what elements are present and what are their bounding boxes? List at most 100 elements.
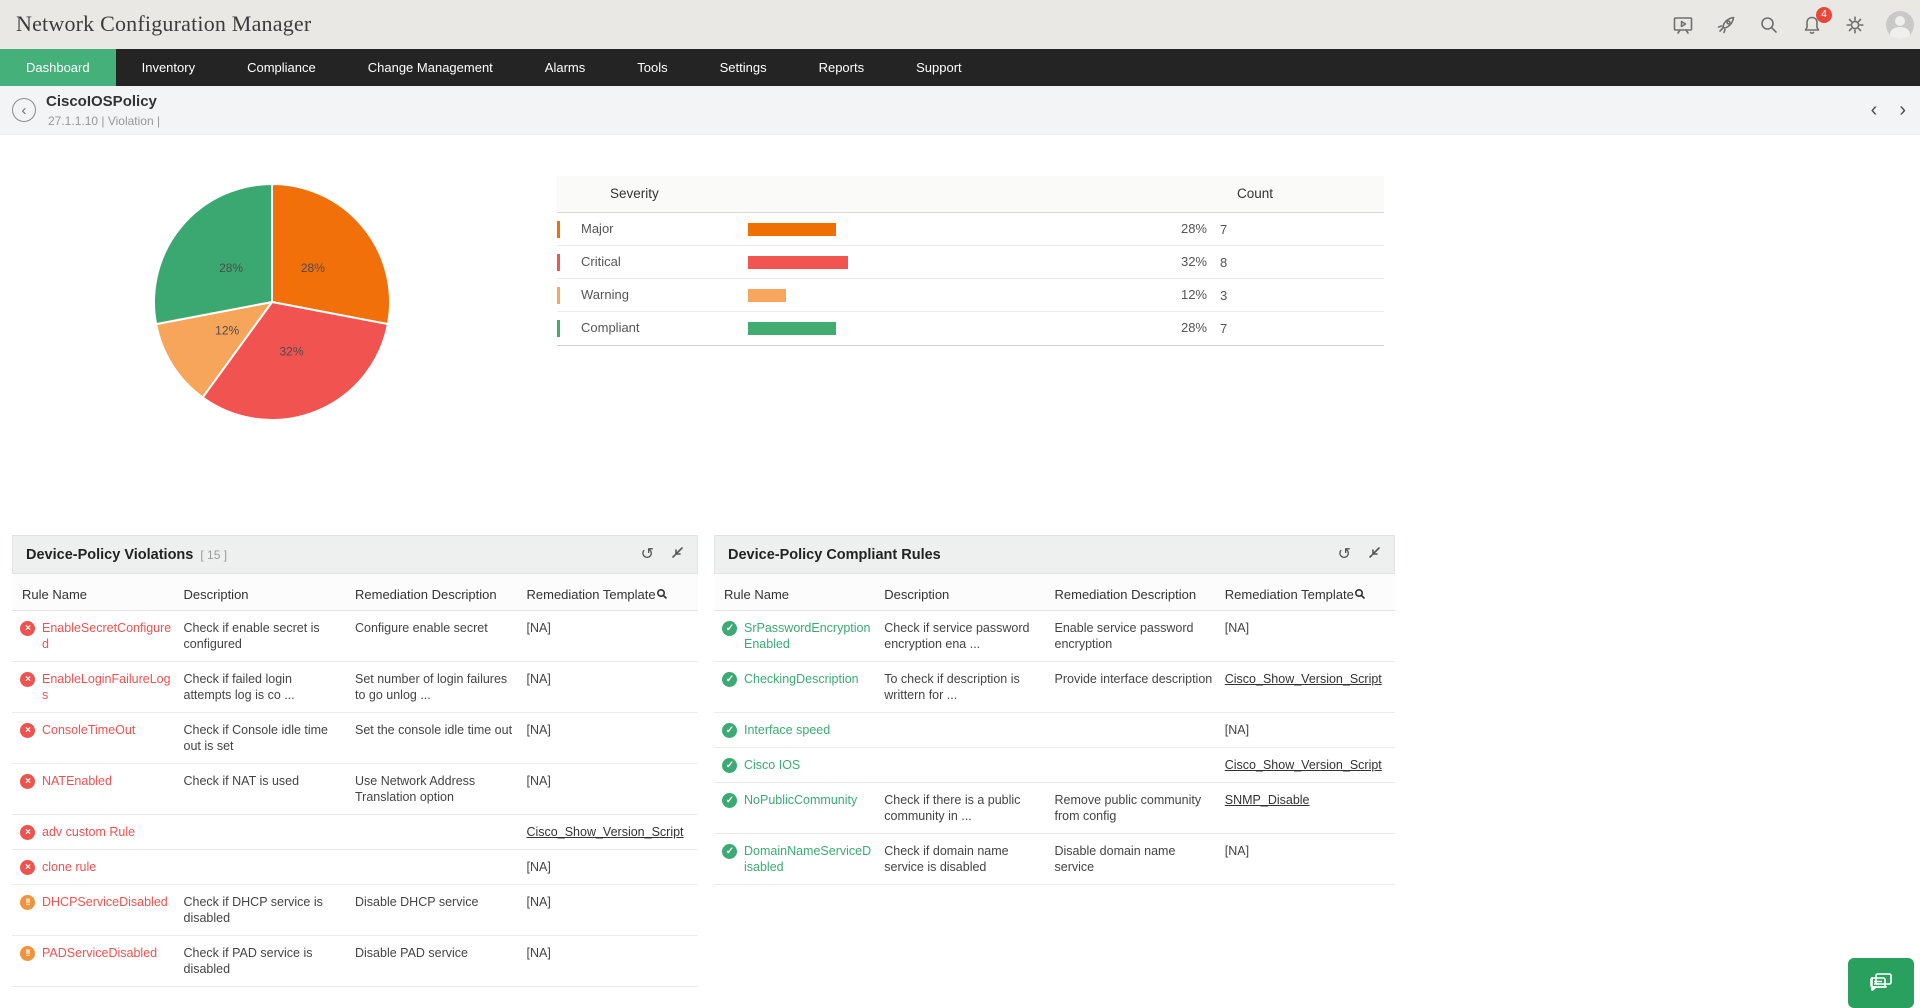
tab-dashboard[interactable]: Dashboard	[0, 49, 116, 86]
col-remediation-template: Remediation Template	[527, 586, 699, 604]
template-link[interactable]: Cisco_Show_Version_Script	[1224, 758, 1382, 772]
severity-percent: 28%	[1180, 320, 1207, 335]
rule-name-link[interactable]: DHCPServiceDisabled	[42, 895, 168, 909]
rule-cell: × adv custom Rule	[12, 824, 184, 840]
remediation-description-cell: Set the console idle time out	[355, 723, 513, 737]
page-subtitle: 27.1.1.10 | Violation |	[48, 114, 161, 128]
violations-panel-title: Device-Policy Violations	[26, 546, 194, 563]
table-row: × clone rule [NA]	[12, 850, 698, 885]
back-button[interactable]: ‹	[12, 98, 36, 122]
severity-count: 7	[1220, 222, 1228, 237]
severity-bar	[748, 256, 848, 269]
compliant-status-icon: ✓	[722, 793, 737, 808]
collapse-icon[interactable]	[1368, 546, 1381, 563]
template-link[interactable]: Cisco_Show_Version_Script	[526, 825, 684, 839]
rule-name-link[interactable]: NATEnabled	[42, 774, 112, 788]
rule-name-link[interactable]: EnableLoginFailureLogs	[42, 672, 171, 702]
next-arrow-icon[interactable]: ›	[1899, 99, 1906, 121]
rule-name-link[interactable]: Cisco IOS	[744, 758, 801, 772]
chat-button[interactable]	[1848, 958, 1914, 1008]
violations-table-body: × EnableSecretConfigured Check if enable s…	[12, 611, 698, 987]
template-na: [NA]	[1224, 723, 1250, 737]
rule-name-link[interactable]: DomainNameServiceDisabled	[744, 844, 872, 874]
remediation-template-cell: Cisco_Show_Version_Script	[1225, 757, 1395, 773]
table-row: ✓ DomainNameServiceDisabled Check if domai…	[714, 834, 1395, 885]
severity-row-compliant[interactable]: Compliant 28% 7	[557, 312, 1384, 345]
rule-name-link[interactable]: adv custom Rule	[42, 825, 136, 839]
rule-name-link[interactable]: PADServiceDisabled	[42, 946, 158, 960]
remediation-description-cell: Provide interface description	[1054, 672, 1213, 686]
rule-cell: ✓ SrPasswordEncryptionEnabled	[714, 620, 884, 652]
tab-reports[interactable]: Reports	[818, 60, 865, 75]
pie-slice-critical[interactable]	[201, 301, 389, 421]
compliant-panel-tools: ↺	[1338, 546, 1381, 563]
violations-panel-tools: ↺	[641, 546, 684, 563]
user-avatar[interactable]	[1886, 10, 1914, 39]
rule-name-link[interactable]: NoPublicCommunity	[744, 793, 858, 807]
remediation-description-cell: Remove public community from config	[1054, 793, 1202, 823]
collapse-icon[interactable]	[671, 546, 684, 563]
severity-row-warning[interactable]: Warning 12% 3	[557, 279, 1384, 312]
tab-support[interactable]: Support	[916, 60, 962, 75]
compliant-table-body: ✓ SrPasswordEncryptionEnabled Check if ser…	[714, 611, 1395, 885]
compliant-panel-title: Device-Policy Compliant Rules	[728, 546, 941, 563]
severity-marker	[557, 254, 560, 271]
column-search-icon[interactable]	[656, 586, 668, 604]
pie-slice-warning[interactable]	[155, 301, 273, 399]
severity-pie-chart: 28% 32% 12% 28%	[147, 177, 397, 427]
rule-cell: × ConsoleTimeOut	[12, 722, 184, 738]
breadcrumb: ‹ CiscoIOSPolicy 27.1.1.10 | Violation |…	[0, 86, 1920, 135]
pie-label-critical: 32%	[279, 344, 303, 358]
rule-name-link[interactable]: EnableSecretConfigured	[42, 621, 172, 651]
tab-alarms[interactable]: Alarms	[544, 60, 586, 75]
presentation-icon[interactable]	[1671, 13, 1695, 37]
rule-name-link[interactable]: ConsoleTimeOut	[42, 723, 136, 737]
description-cell: Check if PAD service is disabled	[183, 946, 313, 976]
tab-compliance[interactable]: Compliance	[247, 60, 316, 75]
tab-settings[interactable]: Settings	[719, 60, 767, 75]
severity-row-major[interactable]: Major 28% 7	[557, 213, 1384, 246]
refresh-icon[interactable]: ↺	[1337, 545, 1351, 563]
template-na: [NA]	[526, 895, 551, 909]
remediation-template-cell: Cisco_Show_Version_Script	[1225, 671, 1395, 687]
col-description: Description	[884, 587, 950, 602]
search-icon[interactable]	[1757, 13, 1781, 37]
tab-inventory[interactable]: Inventory	[141, 60, 196, 75]
gear-icon[interactable]	[1843, 13, 1867, 37]
table-row: ✓ Interface speed [NA]	[714, 713, 1395, 748]
template-link[interactable]: SNMP_Disable	[1224, 793, 1310, 807]
tab-change-management[interactable]: Change Management	[367, 60, 493, 75]
table-row: × EnableSecretConfigured Check if enable s…	[12, 611, 698, 662]
template-na: [NA]	[526, 946, 551, 960]
severity-percent: 28%	[1180, 221, 1207, 236]
critical-status-icon: ×	[20, 672, 35, 687]
severity-rows: Major 28% 7 Critical 32% 8 Warning 12% 3 Complian…	[557, 213, 1384, 345]
template-na: [NA]	[1224, 844, 1250, 858]
severity-percent: 32%	[1180, 254, 1207, 269]
pie-slice-compliant[interactable]	[153, 183, 273, 326]
pie-slice-major[interactable]	[271, 183, 391, 326]
severity-bar	[748, 322, 836, 335]
severity-row-critical[interactable]: Critical 32% 8	[557, 246, 1384, 279]
rule-name-link[interactable]: SrPasswordEncryptionEnabled	[744, 621, 871, 651]
tab-tools[interactable]: Tools	[637, 60, 668, 75]
remediation-description-cell: Use Network Address Translation option	[355, 774, 476, 804]
rule-name-link[interactable]: CheckingDescription	[744, 672, 859, 686]
template-na: [NA]	[526, 621, 551, 635]
col-remediation-description: Remediation Description	[1054, 587, 1197, 602]
rule-name-link[interactable]: Interface speed	[744, 723, 831, 737]
rocket-icon[interactable]	[1714, 13, 1738, 37]
rule-cell: !! PADServiceDisabled	[12, 945, 184, 961]
table-row: ✓ SrPasswordEncryptionEnabled Check if ser…	[714, 611, 1395, 662]
remediation-template-cell: [NA]	[527, 722, 699, 738]
column-search-icon[interactable]	[1354, 586, 1366, 604]
refresh-icon[interactable]: ↺	[640, 545, 654, 563]
rule-name-link[interactable]: clone rule	[42, 860, 97, 874]
compliant-status-icon: ✓	[722, 621, 737, 636]
critical-status-icon: ×	[20, 723, 35, 738]
critical-status-icon: ×	[20, 774, 35, 789]
description-cell: Check if DHCP service is disabled	[183, 895, 323, 925]
prev-arrow-icon[interactable]: ‹	[1870, 99, 1878, 121]
template-link[interactable]: Cisco_Show_Version_Script	[1224, 672, 1382, 686]
bell-icon[interactable]: 4	[1800, 6, 1832, 37]
